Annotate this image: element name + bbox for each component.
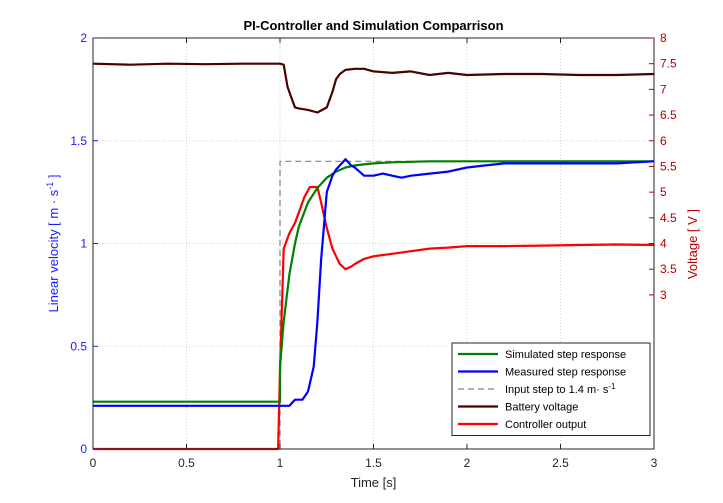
x-tick-label: 2 [464,456,471,470]
x-tick-label: 0 [90,456,97,470]
x-axis-label: Time [s] [351,475,397,490]
legend: Simulated step response Measured step res… [451,342,651,436]
right-tick-label: 8 [660,31,667,45]
right-tick-label: 5.5 [660,159,677,173]
left-tick-label: 2 [80,31,87,45]
series-layer [92,62,655,451]
left-tick-label: 1 [80,237,87,251]
ticks: 0 0.5 1 1.5 2 2.5 3 0 0.5 1 1.5 2 3 3.5 4 4.5 5 5.5 6 6.5 7 7… [70,31,677,470]
left-axis-label-main: Linear velocity [ m · s [46,189,61,312]
right-tick-label: 6 [660,134,667,148]
series-line-battery-voltage [92,62,655,114]
legend-entry: Controller output [505,419,586,431]
x-tick-label: 1.5 [365,456,382,470]
right-axis-label: Voltage [ V ] [685,209,700,279]
right-tick-label: 4.5 [660,211,677,225]
left-axis-label-end: ] [46,174,61,181]
x-tick-label: 1 [277,456,284,470]
series-line-measured-step-response [93,158,655,407]
right-tick-label: 7.5 [660,57,677,71]
right-tick-label: 3 [660,288,667,302]
left-tick-label: 1.5 [70,134,87,148]
left-axis-label-sup: -1 [45,182,55,190]
chart-title: PI-Controller and Simulation Comparrison [243,18,503,33]
x-tick-label: 0.5 [178,456,195,470]
left-tick-label: 0.5 [70,339,87,353]
legend-entry: Input step to 1.4 m· s-1 [505,382,616,397]
right-tick-label: 3.5 [660,262,677,276]
right-tick-label: 4 [660,237,667,251]
left-tick-label: 0 [80,442,87,456]
x-tick-label: 2.5 [552,456,569,470]
series-line-simulated-step-response [93,160,654,403]
legend-entry-sup: -1 [608,382,616,391]
right-tick-label: 6.5 [660,108,677,122]
right-tick-label: 5 [660,185,667,199]
legend-entry: Measured step response [505,367,626,379]
x-tick-label: 3 [651,456,658,470]
left-axis-label: Linear velocity [ m · s-1 ] [45,174,61,312]
right-tick-label: 7 [660,82,667,96]
legend-entry: Battery voltage [505,402,578,414]
legend-box [451,342,651,436]
legend-entry: Simulated step response [505,349,626,361]
series-line-controller-output [93,185,655,451]
